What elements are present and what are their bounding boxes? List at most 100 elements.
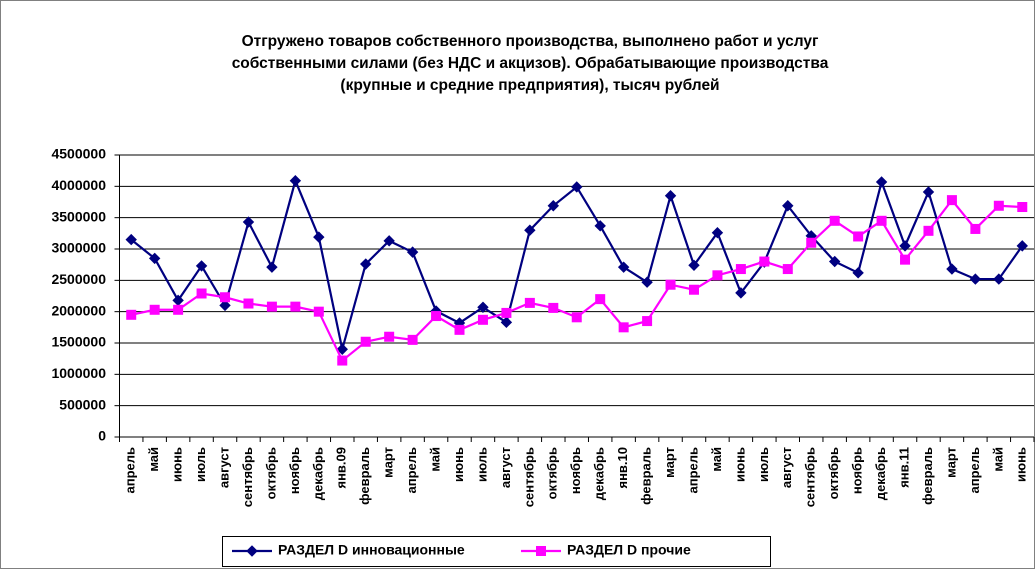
data-point (759, 256, 770, 267)
x-tick-label: март (381, 447, 396, 478)
data-point (735, 264, 746, 275)
data-point (993, 273, 1005, 285)
x-tick-label: сентябрь (521, 447, 536, 507)
y-tick-label: 4000000 (51, 177, 106, 193)
x-tick-label: апрель (123, 447, 138, 494)
x-tick-label: февраль (920, 447, 935, 505)
x-tick-label: февраль (357, 447, 372, 505)
data-point (618, 322, 629, 333)
chart-title-line: собственными силами (без НДС и акцизов).… (232, 55, 829, 72)
data-point (524, 224, 536, 236)
x-tick-label: апрель (967, 447, 982, 494)
data-point (289, 174, 302, 187)
data-point (500, 316, 513, 329)
data-point (337, 355, 348, 366)
legend-label: РАЗДЕЛ D инновационные (278, 542, 465, 558)
data-point (970, 223, 981, 234)
x-tick-label: янв.11 (896, 447, 911, 488)
data-point (571, 312, 582, 323)
data-point (899, 240, 911, 252)
y-tick-label: 2500000 (51, 271, 106, 287)
data-point (313, 306, 324, 317)
x-tick-label: июнь (732, 447, 747, 482)
legend-marker (536, 546, 546, 556)
x-tick-label: апрель (685, 447, 700, 494)
x-tick-label: февраль (639, 447, 654, 505)
data-point (196, 288, 207, 299)
x-tick-label: ноябрь (287, 447, 302, 494)
data-point (407, 334, 418, 345)
y-tick-label: 1500000 (51, 334, 106, 350)
data-point (219, 299, 231, 312)
data-point (712, 270, 723, 281)
x-tick-label: май (427, 447, 442, 472)
data-point (173, 304, 184, 315)
data-point (266, 261, 278, 273)
x-tick-label: декабрь (310, 447, 325, 500)
data-point (993, 200, 1004, 211)
x-tick-label: июль (756, 447, 771, 482)
legend-box (222, 536, 771, 567)
data-point (688, 259, 700, 272)
x-tick-label: октябрь (263, 447, 278, 499)
data-point (243, 298, 254, 309)
data-point (195, 260, 208, 272)
data-point (149, 304, 160, 315)
x-tick-label: май (146, 447, 161, 472)
y-tick-label: 500000 (59, 396, 106, 412)
data-point (454, 324, 465, 335)
data-point (828, 255, 841, 268)
x-tick-label: август (498, 447, 513, 488)
x-tick-label: июнь (451, 447, 466, 482)
data-point (641, 276, 653, 288)
data-point (360, 258, 372, 270)
x-tick-label: июнь (170, 447, 185, 482)
legend-label: РАЗДЕЛ D прочие (567, 542, 691, 558)
data-point (501, 307, 512, 318)
x-tick-label: август (216, 447, 231, 488)
data-point (853, 231, 864, 242)
data-point (384, 331, 395, 342)
data-point (290, 301, 301, 312)
x-tick-label: янв.10 (615, 447, 630, 489)
data-point (594, 220, 606, 232)
data-point (923, 225, 934, 236)
data-point (266, 301, 277, 312)
legend-marker (246, 545, 258, 557)
x-tick-label: июль (474, 447, 489, 482)
x-tick-label: август (779, 447, 794, 488)
x-tick-label: май (709, 447, 724, 472)
data-point (617, 261, 630, 273)
x-tick-label: март (943, 447, 958, 478)
data-point (477, 314, 488, 325)
y-tick-label: 3000000 (51, 240, 106, 256)
data-point (595, 294, 606, 305)
data-point (548, 302, 559, 313)
data-point (220, 292, 231, 303)
data-point (571, 181, 583, 193)
data-point (126, 309, 137, 320)
data-point (360, 336, 371, 347)
data-point (406, 246, 419, 258)
data-point (829, 215, 840, 226)
y-tick-label: 4500000 (51, 146, 106, 162)
data-point (946, 195, 957, 206)
data-point (524, 297, 535, 308)
data-point (336, 343, 348, 355)
x-tick-label: октябрь (545, 447, 560, 499)
data-point (1017, 202, 1028, 213)
data-point (477, 301, 489, 313)
x-tick-label: сентябрь (240, 447, 255, 507)
chart-title-line: (крупные и средние предприятия), тысяч р… (340, 77, 719, 94)
data-point (782, 264, 793, 275)
y-tick-label: 1000000 (51, 365, 106, 381)
data-point (642, 316, 653, 327)
data-point (313, 231, 325, 243)
data-point (242, 216, 255, 228)
y-tick-label: 2000000 (51, 302, 106, 318)
data-point (875, 176, 888, 188)
y-tick-label: 0 (98, 428, 106, 444)
data-point (148, 252, 161, 265)
x-tick-label: ноябрь (850, 447, 865, 494)
